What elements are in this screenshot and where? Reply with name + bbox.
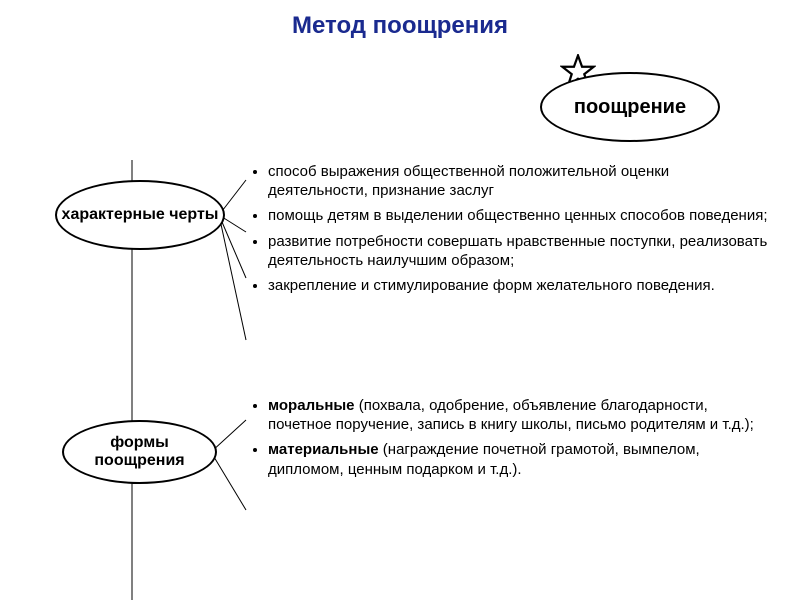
page-title: Метод поощрения [292, 12, 508, 40]
list-item: моральные (похвала, одобрение, объявлени… [268, 396, 770, 434]
list-item: помощь детям в выделении общественно цен… [268, 206, 770, 225]
section2-oval: формы поощрения [62, 420, 217, 484]
section1-bullets: способ выражения общественной положитель… [250, 162, 770, 301]
page: Метод поощрения поощрение характерные че… [0, 0, 800, 600]
section2-oval-label: формы поощрения [64, 434, 215, 470]
list-item: развитие потребности совершать нравствен… [268, 232, 770, 270]
list-item: материальные (награждение почетной грамо… [268, 440, 770, 478]
list-item: закрепление и стимулирование форм желате… [268, 276, 770, 295]
section1-oval-label: характерные черты [62, 206, 219, 224]
list-item: способ выражения общественной положитель… [268, 162, 770, 200]
section1-oval: характерные черты [55, 180, 225, 250]
section2-bullets: моральные (похвала, одобрение, объявлени… [250, 396, 770, 485]
header-bubble: поощрение [540, 72, 720, 142]
header-bubble-label: поощрение [574, 96, 686, 119]
